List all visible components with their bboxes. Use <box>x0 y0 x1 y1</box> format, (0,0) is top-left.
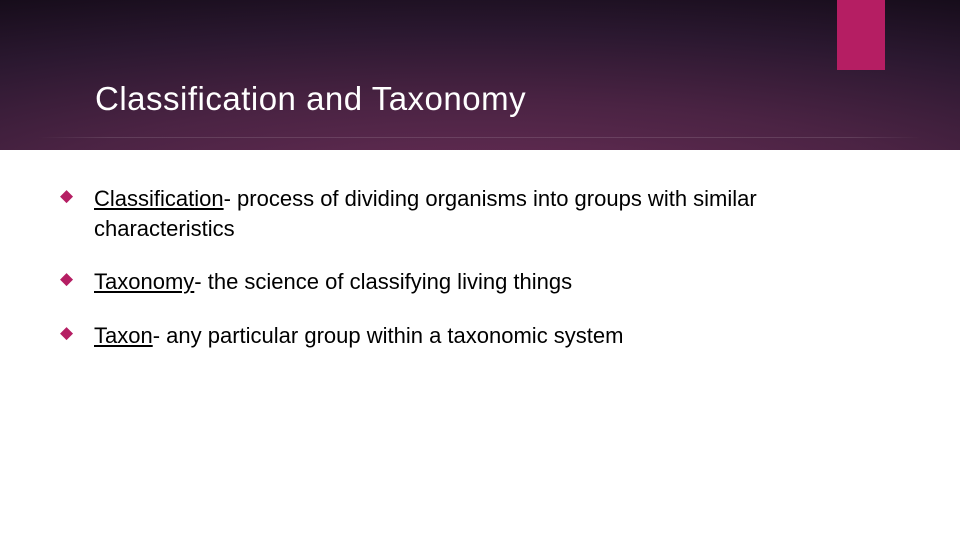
bullet-definition: - any particular group within a taxonomi… <box>153 323 624 348</box>
slide-header: Classification and Taxonomy <box>0 0 960 150</box>
bullet-term: Taxonomy <box>94 269 194 294</box>
accent-tab <box>837 0 885 70</box>
bullet-item: ◆ Taxon- any particular group within a t… <box>60 321 890 351</box>
diamond-bullet-icon: ◆ <box>60 270 73 287</box>
bullet-term: Taxon <box>94 323 153 348</box>
bullet-item: ◆ Taxonomy- the science of classifying l… <box>60 267 890 297</box>
bullet-term: Classification <box>94 186 224 211</box>
slide-title: Classification and Taxonomy <box>95 80 526 118</box>
slide-body: ◆ Classification- process of dividing or… <box>0 150 960 351</box>
diamond-bullet-icon: ◆ <box>60 187 73 204</box>
header-rule <box>38 137 922 138</box>
bullet-definition: - the science of classifying living thin… <box>194 269 572 294</box>
bullet-item: ◆ Classification- process of dividing or… <box>60 184 890 243</box>
diamond-bullet-icon: ◆ <box>60 324 73 341</box>
header-inner: Classification and Taxonomy <box>0 0 960 150</box>
